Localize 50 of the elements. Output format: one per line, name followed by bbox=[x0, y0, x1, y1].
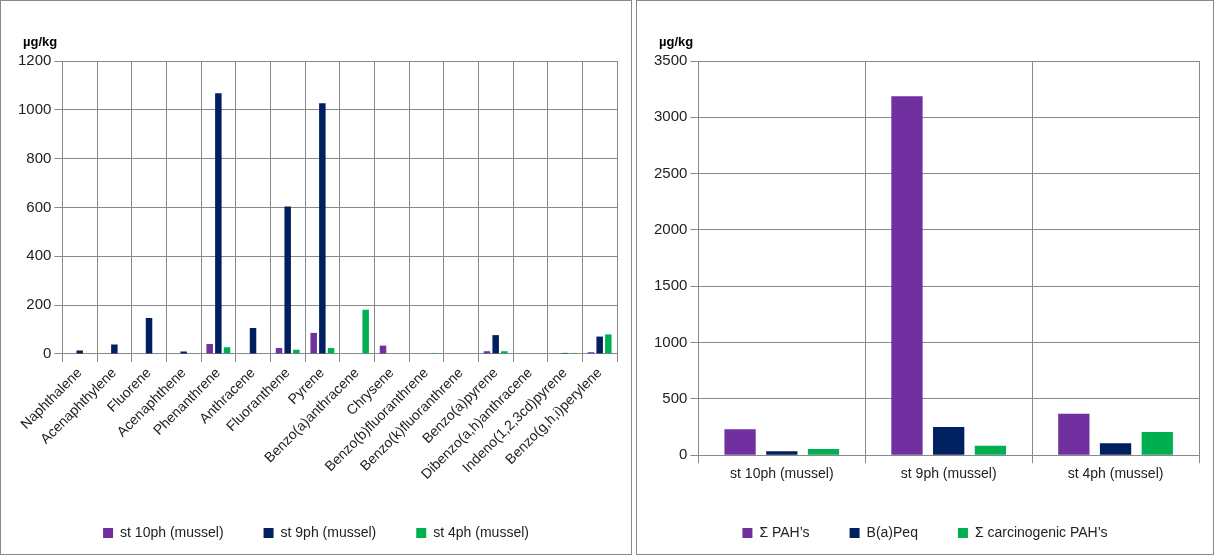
bar bbox=[215, 93, 222, 354]
bar bbox=[76, 350, 83, 354]
legend-label: st 9ph (mussel) bbox=[280, 523, 377, 540]
y-tick-label: 2500 bbox=[653, 163, 688, 181]
bar bbox=[284, 206, 291, 354]
bar bbox=[310, 332, 317, 354]
x-tick-label: st 10ph (mussel) bbox=[730, 465, 834, 482]
y-tick-label: 1000 bbox=[653, 332, 688, 350]
bar bbox=[501, 351, 508, 354]
bar bbox=[807, 449, 840, 455]
bar bbox=[1141, 432, 1173, 455]
y-tick-label: 3500 bbox=[653, 51, 688, 69]
y-tick-label: 2000 bbox=[653, 220, 688, 238]
x-tick-label: st 9ph (mussel) bbox=[900, 465, 997, 482]
y-tick-label: 1200 bbox=[17, 51, 52, 69]
legend-label: Σ carcinogenic PAH’s bbox=[974, 523, 1108, 540]
bar bbox=[766, 451, 798, 455]
y-tick-label: 0 bbox=[679, 445, 688, 463]
bar bbox=[933, 427, 965, 455]
bar bbox=[319, 103, 326, 354]
bar bbox=[206, 343, 213, 354]
y-tick-label: 3000 bbox=[653, 107, 688, 125]
bar bbox=[891, 96, 923, 455]
bar bbox=[974, 445, 1007, 455]
bar bbox=[111, 344, 118, 354]
bar bbox=[362, 309, 369, 354]
y-tick-label: 1000 bbox=[17, 99, 52, 117]
y-tick-label: 500 bbox=[662, 389, 688, 407]
y-tick-label: 200 bbox=[26, 295, 52, 313]
bar bbox=[249, 328, 257, 354]
bar bbox=[724, 429, 756, 455]
y-axis-title: µg/kg bbox=[23, 34, 58, 50]
y-tick-label: 0 bbox=[43, 344, 52, 362]
legend-label: Σ PAH’s bbox=[759, 523, 810, 540]
x-tick-label: st 4ph (mussel) bbox=[1067, 465, 1164, 482]
bar bbox=[223, 347, 231, 354]
bar bbox=[1099, 443, 1132, 455]
y-tick-label: 600 bbox=[26, 197, 52, 215]
legend-label: st 4ph (mussel) bbox=[433, 523, 529, 540]
legend-label: B(a)Peq bbox=[866, 523, 918, 540]
legend-label: st 10ph (mussel) bbox=[120, 523, 224, 540]
bar bbox=[145, 318, 153, 354]
bar bbox=[605, 334, 612, 354]
y-tick-label: 1500 bbox=[653, 276, 688, 294]
y-tick-label: 800 bbox=[26, 148, 52, 166]
bar bbox=[596, 336, 603, 354]
bar bbox=[1058, 413, 1090, 455]
y-axis-title: µg/kg bbox=[659, 34, 694, 50]
bar bbox=[492, 335, 499, 354]
y-tick-label: 400 bbox=[26, 246, 52, 264]
